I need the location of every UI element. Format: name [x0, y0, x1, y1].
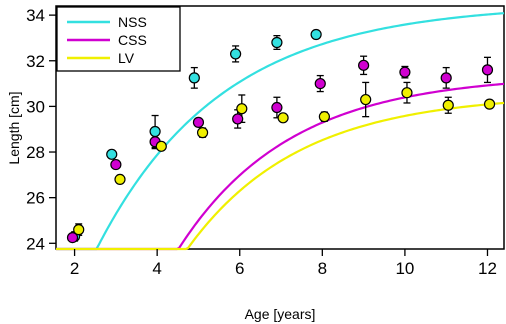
point-nss — [230, 48, 242, 60]
point-css — [66, 231, 79, 244]
x-tick-label: 4 — [152, 259, 161, 278]
legend-label-nss: NSS — [118, 14, 147, 30]
legend: NSS CSS LV — [56, 6, 181, 72]
point-nss — [106, 148, 118, 160]
point-nss — [310, 28, 322, 41]
point-lv — [73, 224, 85, 236]
point-lv — [155, 140, 167, 152]
point-lv — [196, 127, 209, 139]
curve-nss — [56, 12, 505, 251]
x-tick-label: 8 — [318, 259, 327, 278]
point-css — [192, 116, 205, 128]
point-nss — [149, 125, 161, 138]
plot-frame — [55, 5, 505, 250]
fitted-curves — [56, 12, 505, 251]
y-tick-label: 26 — [26, 189, 45, 208]
y-axis-label: Length [cm] — [6, 91, 22, 164]
point-css — [358, 59, 370, 71]
point-lv — [401, 87, 413, 99]
y-tick-label: 24 — [26, 234, 45, 253]
point-lv — [360, 93, 372, 106]
point-css — [440, 72, 452, 84]
point-lv — [277, 112, 289, 124]
point-css — [232, 113, 244, 125]
point-css — [399, 66, 411, 78]
x-tick-label: 10 — [395, 259, 414, 278]
y-tick-label: 34 — [26, 6, 45, 25]
y-tick-label: 28 — [26, 143, 45, 162]
point-lv — [236, 103, 248, 115]
point-lv — [483, 98, 496, 110]
legend-label-css: CSS — [118, 32, 147, 48]
point-css — [271, 101, 283, 114]
x-tick-label: 6 — [235, 259, 244, 278]
x-axis: 2 4 6 8 10 12 — [70, 249, 497, 278]
point-nss — [271, 36, 283, 49]
y-tick-label: 30 — [26, 97, 45, 116]
y-tick-label: 32 — [26, 52, 45, 71]
x-tick-label: 12 — [478, 259, 497, 278]
point-lv — [318, 111, 330, 123]
legend-label-lv: LV — [118, 50, 135, 66]
point-css — [110, 158, 122, 171]
y-axis: 24 26 28 30 32 34 — [26, 6, 56, 253]
point-lv — [442, 99, 454, 111]
point-css — [314, 77, 326, 90]
x-axis-label: Age [years] — [245, 306, 316, 322]
point-lv — [114, 173, 126, 186]
curve-lv — [56, 101, 505, 251]
point-css — [481, 64, 494, 76]
point-nss — [188, 72, 200, 84]
data-points — [66, 28, 496, 244]
x-tick-label: 2 — [70, 259, 79, 278]
